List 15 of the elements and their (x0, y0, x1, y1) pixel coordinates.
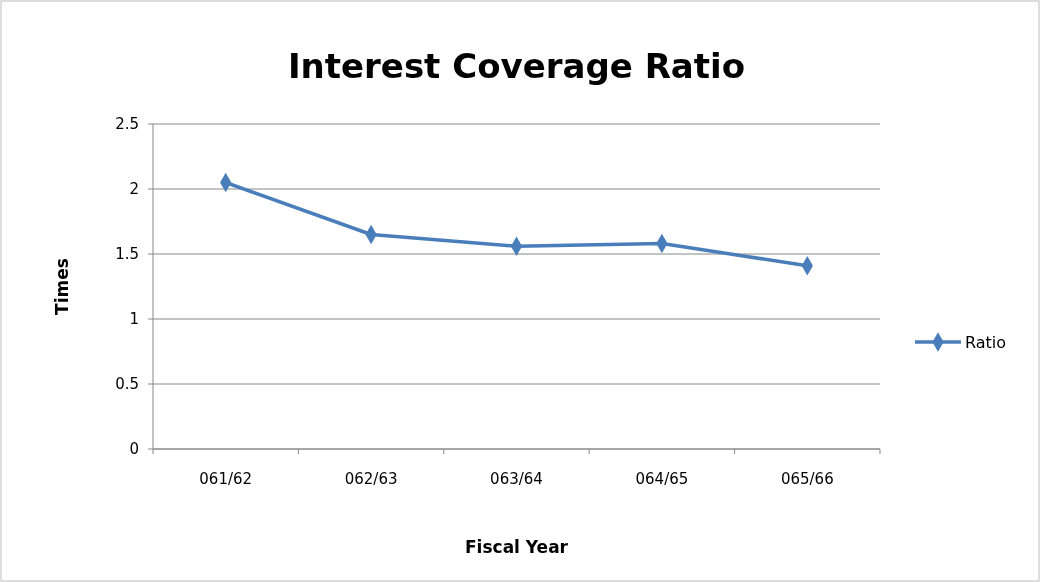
y-tick-label: 2 (129, 180, 139, 199)
y-tick-label: 0.5 (115, 375, 139, 394)
y-axis-title: Times (52, 258, 72, 315)
y-tick-label: 1.5 (115, 245, 139, 264)
legend-label: Ratio (965, 332, 1007, 352)
y-tick-label: 0 (129, 440, 139, 459)
x-tick-label: 061/62 (199, 470, 253, 488)
x-axis-title: Fiscal Year (465, 537, 569, 557)
x-tick-label: 063/64 (490, 470, 543, 488)
chart-title: Interest Coverage Ratio (287, 46, 746, 86)
y-tick-label: 1 (129, 310, 139, 329)
x-tick-label: 062/63 (344, 470, 398, 488)
x-tick-label: 064/65 (635, 470, 689, 488)
y-tick-label: 2.5 (115, 115, 139, 134)
x-tick-label: 065/66 (780, 470, 834, 488)
